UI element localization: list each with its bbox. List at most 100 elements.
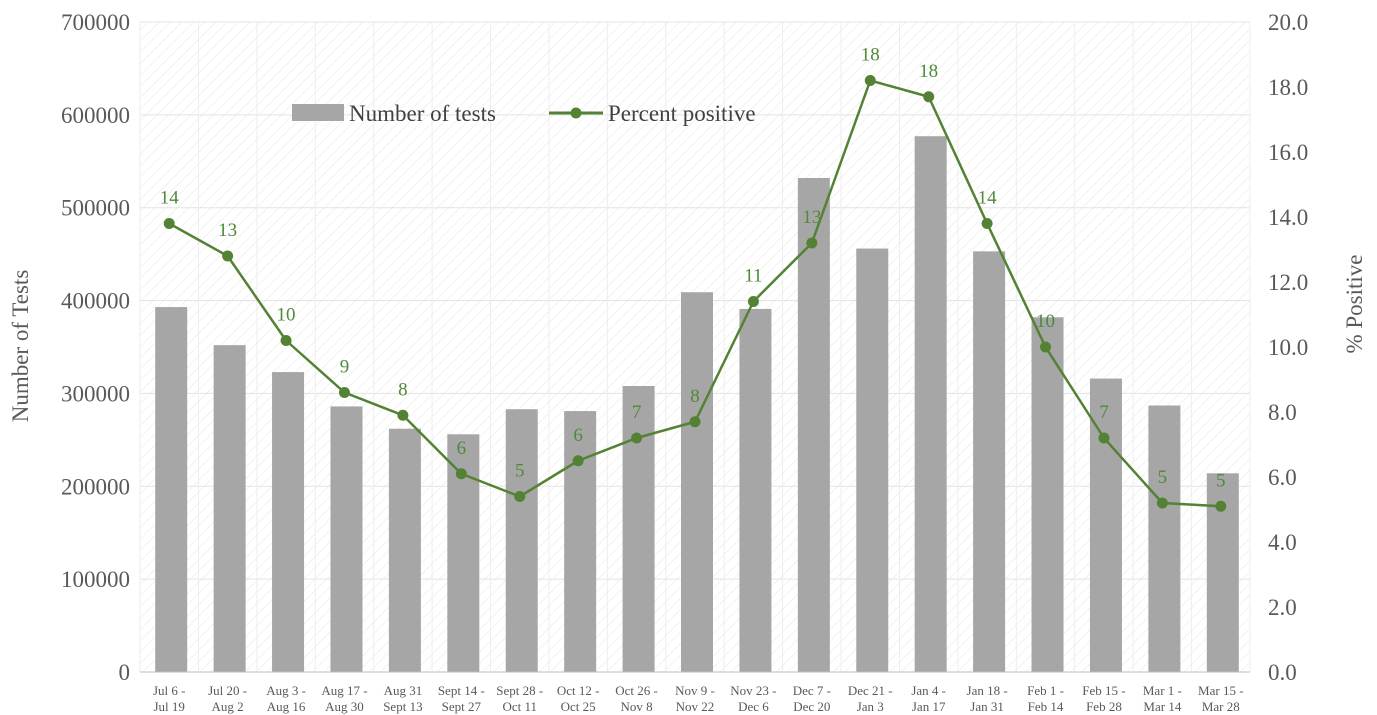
x-axis-tick-label: Feb 15 - [1082,683,1125,698]
percent-positive-data-label: 8 [690,386,700,407]
percent-positive-data-label: 13 [802,207,821,228]
x-axis-tick-label: Nov 8 [621,699,653,714]
x-axis-tick-label: Aug 17 - [321,683,367,698]
x-axis-tick-label: Aug 3 - [266,683,306,698]
left-axis-tick-label: 100000 [61,567,130,592]
bar-number-of-tests [155,307,188,672]
bar-number-of-tests [213,345,246,672]
x-axis-tick-label: Aug 30 [325,699,364,714]
percent-positive-data-label: 10 [1036,311,1055,332]
x-axis-tick-label: Feb 28 [1086,699,1122,714]
x-axis-tick-label: Mar 28 [1202,699,1240,714]
x-axis-tick-label: Dec 21 - [848,683,893,698]
percent-positive-data-label: 18 [861,45,880,66]
percent-positive-point [631,432,643,444]
left-axis-ticks: 0 100000 200000 300000 400000 500000 600000 700… [61,10,130,685]
x-axis-tick-label: Aug 16 [267,699,306,714]
legend-label-tests: Number of tests [349,101,496,126]
percent-positive-point [1098,432,1110,444]
left-axis-tick-label: 200000 [61,474,130,499]
right-axis-title: % Positive [1342,254,1367,353]
x-axis-tick-label: Jan 17 [912,699,946,714]
right-axis-tick-label: 16.0 [1268,140,1308,165]
right-axis-tick-label: 10.0 [1268,335,1308,360]
bar-number-of-tests [797,178,830,672]
percent-positive-point [280,335,292,346]
percent-positive-data-label: 14 [160,188,180,209]
percent-positive-point [222,250,234,262]
percent-positive-point [806,237,818,249]
right-axis-ticks: 0.0 2.0 4.0 6.0 8.0 10.0 12.0 14.0 16.0 18.0 20.0 [1268,10,1308,685]
x-axis-tick-label: Jan 4 - [911,683,946,698]
right-axis-tick-label: 12.0 [1268,270,1308,295]
x-axis-tick-label: Nov 22 [676,699,715,714]
right-axis-tick-label: 18.0 [1268,75,1308,100]
x-axis-tick-label: Jul 20 - [208,683,247,698]
legend-bar-swatch [292,104,344,121]
bar-number-of-tests [388,428,421,672]
x-axis-tick-label: Oct 12 - [557,683,600,698]
percent-positive-point [1156,497,1168,509]
legend-line-marker [570,107,582,119]
percent-positive-data-label: 7 [632,402,642,423]
percent-positive-point [572,455,584,467]
percent-positive-data-label: 5 [515,461,525,482]
x-axis-tick-label: Dec 20 [793,699,830,714]
bar-number-of-tests [1089,378,1122,672]
x-axis-ticks: Jul 6 -Jul 19 Jul 20 -Aug 2 Aug 3 -Aug 16 A… [153,683,1244,714]
bar-number-of-tests [856,248,889,673]
percent-positive-point [514,491,526,502]
left-axis-tick-label: 400000 [61,289,130,314]
line-series: 14 13 10 9 8 6 5 6 7 8 11 13 18 18 14 10 7 5 5 [160,45,1227,512]
x-axis-tick-label: Jan 3 [857,699,884,714]
percent-positive-point [864,75,876,86]
right-axis-tick-label: 2.0 [1268,595,1297,620]
legend-label-percent: Percent positive [608,101,756,126]
x-axis-tick-label: Jul 19 [153,699,184,714]
percent-positive-point [689,416,701,428]
percent-positive-data-label: 8 [398,379,408,400]
percent-positive-point [338,387,350,398]
x-axis-tick-label: Sept 28 - [496,683,543,698]
x-axis-tick-label: Nov 23 - [730,683,776,698]
gridlines [139,21,1251,673]
right-axis-tick-label: 0.0 [1268,660,1297,685]
x-axis-tick-label: Mar 1 - [1143,683,1182,698]
bar-number-of-tests [272,372,305,672]
bar-number-of-tests [973,251,1006,672]
bar-number-of-tests [681,292,713,672]
bar-number-of-tests [1148,405,1181,672]
x-axis-tick-label: Dec 6 [738,699,769,714]
x-axis-tick-label: Aug 2 [212,699,244,714]
percent-positive-data-label: 10 [277,305,296,326]
percent-positive-point [981,218,993,229]
right-axis-tick-label: 20.0 [1268,10,1308,35]
percent-positive-point [1040,341,1052,353]
x-axis-tick-label: Mar 15 - [1198,683,1244,698]
right-axis-tick-label: 14.0 [1268,205,1308,230]
legend: Number of tests Percent positive [292,101,756,126]
x-axis-tick-label: Oct 11 [502,699,537,714]
x-axis-tick-label: Feb 1 - [1027,683,1064,698]
left-axis-tick-label: 600000 [61,103,130,128]
bar-number-of-tests [505,409,538,672]
percent-positive-point [397,409,409,421]
right-axis-tick-label: 6.0 [1268,465,1297,490]
x-axis-tick-label: Jan 31 [970,699,1004,714]
percent-positive-point [455,468,467,480]
right-axis-tick-label: 4.0 [1268,530,1297,555]
x-axis-tick-label: Sept 13 [383,699,422,714]
left-axis-tick-label: 300000 [61,381,130,406]
left-axis-tick-label: 500000 [61,196,130,221]
bar-number-of-tests [1031,317,1064,672]
right-axis-tick-label: 8.0 [1268,400,1297,425]
percent-positive-data-label: 11 [744,266,762,287]
percent-positive-point [1215,500,1227,512]
x-axis-tick-label: Dec 7 - [793,683,831,698]
x-axis-tick-label: Sept 14 - [438,683,485,698]
left-axis-tick-label: 0 [119,660,131,685]
bar-series [155,136,1239,673]
percent-positive-data-label: 6 [573,425,583,446]
x-axis-tick-label: Oct 26 - [615,683,658,698]
